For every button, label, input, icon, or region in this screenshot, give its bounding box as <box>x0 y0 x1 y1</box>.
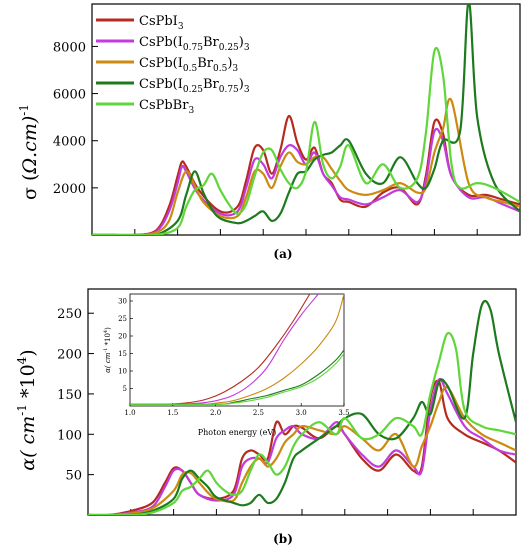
panel-b-y-axis-label: α( cm-1 *104) <box>15 349 39 470</box>
inset-ylabel-text: α( cm <box>104 352 112 373</box>
panel-a-y-tick-label: 6000 <box>53 88 86 103</box>
inset-chart: 1.0 1.5 2.0 2.5 3.0 3.5 5 10 15 20 25 30 α( cm-1 *1… <box>103 292 350 437</box>
inset-background <box>120 292 346 417</box>
inset-x-tick-label: 3.5 <box>338 409 349 417</box>
panel-b-series-cspb-i0-25br0-75-3 <box>88 299 516 515</box>
inset-y-tick-label: 30 <box>118 298 127 306</box>
inset-x-tick-label: 1.5 <box>167 409 178 417</box>
panel-a-chart: 2000 4000 6000 8000 σ (Ω.cm)-1 CsPbI3 CsPb(I… <box>17 3 521 261</box>
panel-b-series <box>88 299 516 515</box>
inset-x-tick-label: 1.0 <box>124 409 135 417</box>
panel-a-ylabel-unit: Ω.cm) <box>19 116 41 175</box>
panel-b-y-tick-label: 100 <box>57 428 82 443</box>
legend-label-cspbi3: CsPbI3 <box>139 14 184 32</box>
panel-a-label: (a) <box>273 247 292 261</box>
panel-a-y-tick-label: 4000 <box>53 135 86 150</box>
panel-a-series <box>92 4 520 235</box>
panel-a-legend: CsPbI3 CsPb(I0.75Br0.25)3 CsPb(I0.5Br0.5)3… <box>96 14 250 116</box>
panel-b-label: (b) <box>273 532 293 546</box>
panel-a-y-tick-label: 2000 <box>53 182 86 197</box>
panel-b-series-cspb-i0-75br0-25-3 <box>88 377 516 515</box>
inset-y-tick-label: 10 <box>118 368 127 376</box>
legend-label-cspbbr3: CsPbBr3 <box>139 98 194 116</box>
inset-series-cspbi3 <box>130 294 311 405</box>
panel-b-ylabel-end: ) <box>17 349 39 356</box>
panel-b-ylabel-mid: *10 <box>17 364 39 404</box>
panel-b-ylabel-text: α( cm <box>17 416 39 471</box>
legend-label-cspb-i0-5br0-5-3: CsPb(I0.5Br0.5)3 <box>139 56 238 74</box>
inset-y-tick-label: 5 <box>123 385 127 393</box>
panel-a-series-cspb-i0-75br0-25-3 <box>92 127 520 235</box>
inset-x-tick-label: 2.5 <box>253 409 264 417</box>
panel-b-y-tick-label: 200 <box>57 348 82 363</box>
inset-y-tick-label: 20 <box>118 333 127 341</box>
inset-series-cspbbr3 <box>130 353 344 405</box>
panel-a-ylabel-sup: -1 <box>17 104 31 116</box>
panel-a-series-cspbbr3 <box>92 46 520 235</box>
inset-ylabel-sup2: 4 <box>103 330 109 333</box>
panel-b-y-tick-labels: 50 100 150 200 250 <box>57 307 82 483</box>
panel-b-ylabel-sup2: 4 <box>15 356 29 364</box>
panel-a-ylabel-text: σ ( <box>19 174 41 200</box>
inset-x-axis-label: Photon energy (eV) <box>198 428 276 437</box>
legend-label-cspb-i0-75br0-25-3: CsPb(I0.75Br0.25)3 <box>139 35 250 53</box>
inset-ylabel-mid: *10 <box>104 333 112 348</box>
inset-x-tick-label: 3.0 <box>296 409 307 417</box>
panel-a-series-cspb-i0-5br0-5-3 <box>92 97 520 235</box>
legend-label-cspb-i0-25br0-75-3: CsPb(I0.25Br0.75)3 <box>139 77 250 95</box>
inset-ylabel-end: ) <box>104 327 112 330</box>
panel-a-ticks <box>92 45 478 235</box>
inset-ylabel-sup1: -1 <box>103 348 109 353</box>
panel-b-y-tick-label: 250 <box>57 307 82 322</box>
inset-x-tick-label: 2.0 <box>210 409 221 417</box>
panel-a-y-axis-label: σ (Ω.cm)-1 <box>17 104 41 200</box>
inset-y-tick-label: 15 <box>118 350 127 358</box>
panel-a-series-cspbi3 <box>92 114 520 235</box>
inset-series <box>130 294 344 405</box>
panel-a-y-tick-label: 8000 <box>53 40 86 55</box>
panel-b-y-tick-label: 150 <box>57 388 82 403</box>
panel-a-y-tick-labels: 2000 4000 6000 8000 <box>53 40 86 196</box>
inset-y-tick-label: 25 <box>118 315 127 323</box>
inset-ticks: 1.0 1.5 2.0 2.5 3.0 3.5 5 10 15 20 25 30 <box>118 298 349 418</box>
panel-b-series-cspbbr3 <box>88 331 516 515</box>
inset-y-axis-label: α( cm-1 *104) <box>103 327 112 373</box>
panel-b-ylabel-sup1: -1 <box>15 404 29 416</box>
panel-b-y-tick-label: 50 <box>65 469 82 484</box>
